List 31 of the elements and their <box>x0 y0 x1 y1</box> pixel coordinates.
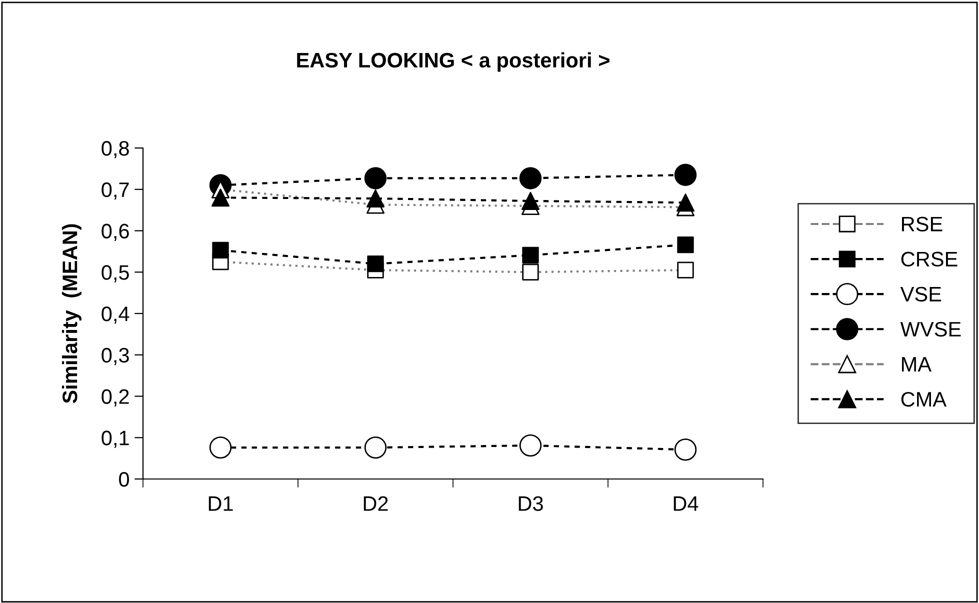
point <box>367 256 384 272</box>
y-tick-label: 0,6 <box>102 224 129 241</box>
y-axis-title: Similarity (MEAN) <box>62 224 82 404</box>
y-tick-label: 0,3 <box>102 348 129 366</box>
point <box>522 264 539 280</box>
x-tick-label: D3 <box>518 496 543 511</box>
legend-label: CMA <box>901 392 947 407</box>
point <box>677 262 694 278</box>
legend-label: VSE <box>900 286 942 302</box>
point <box>522 246 539 264</box>
y-tick-label: 0 <box>119 472 129 487</box>
chart-title: EASY LOOKING < a posteriori > <box>297 52 610 72</box>
point <box>676 194 695 212</box>
y-tick-label: 0,5 <box>102 265 129 282</box>
y-tick-label: 0,8 <box>102 141 129 158</box>
legend-label: WVSE <box>900 322 961 337</box>
x-tick-label: D2 <box>364 496 388 511</box>
legend-label: RSE <box>902 216 942 232</box>
point <box>366 189 385 208</box>
y-tick-label: 0,4 <box>102 306 130 324</box>
point <box>211 188 230 207</box>
point <box>677 236 694 254</box>
x-tick-label: D4 <box>674 496 698 511</box>
point <box>212 242 229 259</box>
y-tick-label: 0,2 <box>102 389 129 406</box>
legend-label: MA <box>902 357 932 372</box>
x-tick-label: D1 <box>208 496 233 511</box>
y-tick-label: 0,7 <box>102 182 129 200</box>
point <box>521 192 540 210</box>
legend-label: CRSE <box>901 252 958 267</box>
y-tick-label: 0,1 <box>102 430 129 448</box>
